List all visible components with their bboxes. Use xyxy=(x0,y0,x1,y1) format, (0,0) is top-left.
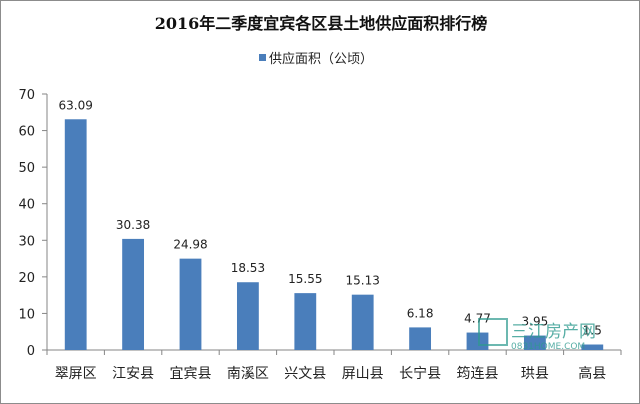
data-label: 15.13 xyxy=(346,274,380,288)
data-label: 30.38 xyxy=(116,218,150,232)
axes: 0 10 20 30 40 50 60 70 翠屏区 江安县 宜宾县 南溪区 兴文县 屏山县 长宁县 筠连县 珙… xyxy=(18,88,622,382)
data-label: 18.53 xyxy=(231,261,265,275)
x-tick-label: 宜宾县 xyxy=(170,366,212,382)
watermark-text: 三江房产网 xyxy=(511,322,596,342)
y-tick-label: 60 xyxy=(18,125,35,140)
bar xyxy=(179,258,202,350)
bar xyxy=(409,327,432,350)
x-tick-label: 江安县 xyxy=(112,366,154,382)
x-tick-label: 长宁县 xyxy=(399,365,441,382)
bar xyxy=(466,332,489,350)
bar xyxy=(351,294,374,350)
bar xyxy=(122,238,145,350)
y-tick-label: 50 xyxy=(18,161,35,176)
legend-label: 供应面积（公顷） xyxy=(269,51,373,67)
y-tick-label: 10 xyxy=(18,307,35,322)
data-label: 63.09 xyxy=(59,98,93,112)
y-tick-label: 70 xyxy=(18,88,35,103)
bar xyxy=(294,293,317,350)
data-label: 4.77 xyxy=(464,312,491,326)
legend-swatch xyxy=(259,54,266,61)
data-label: 6.18 xyxy=(407,306,434,320)
bar xyxy=(581,344,604,350)
x-tick-label: 翠屏区 xyxy=(55,366,97,382)
data-label: 3.95 xyxy=(522,315,549,329)
watermark-logo-icon xyxy=(478,318,508,346)
data-label: 1.5 xyxy=(583,324,602,338)
bars: 63.09 30.38 24.98 18.53 15.55 15.13 6.18 4.77 3.… xyxy=(59,98,604,350)
watermark: 三江房产网 0831HOME.COM xyxy=(478,318,596,352)
y-tick-label: 20 xyxy=(18,271,35,286)
y-tick-label: 0 xyxy=(27,344,35,359)
x-tick-label: 珙县 xyxy=(521,366,549,382)
bar xyxy=(236,282,259,350)
bar xyxy=(523,335,546,350)
y-tick-label: 40 xyxy=(18,198,35,213)
x-tick-label: 屏山县 xyxy=(342,366,384,382)
watermark-url: 0831HOME.COM xyxy=(511,342,585,352)
x-tick-label: 筠连县 xyxy=(457,365,499,382)
x-tick-label: 高县 xyxy=(578,365,606,382)
y-tick-label: 30 xyxy=(18,234,35,249)
data-label: 15.55 xyxy=(288,272,322,286)
data-label: 24.98 xyxy=(173,238,207,252)
chart-title: 2016年二季度宜宾各区县土地供应面积排行榜 xyxy=(155,14,488,33)
x-tick-label: 南溪区 xyxy=(227,366,269,382)
bar xyxy=(64,119,87,350)
legend: 供应面积（公顷） xyxy=(259,51,373,67)
x-tick-label: 兴文县 xyxy=(284,366,326,382)
